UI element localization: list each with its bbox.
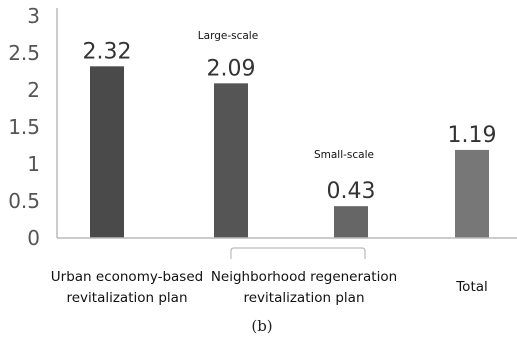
category-label-neighborhood-line1: Neighborhood regeneration [211,269,397,285]
bar [90,66,124,238]
y-tick-label: 3 [27,4,40,28]
bar-value-label: 0.43 [327,179,376,204]
category-label-total: Total [455,279,488,295]
figure-caption: (b) [251,317,272,335]
y-axis-ticks: 0 0.5 1 1.5 2 2.5 3 [8,4,40,250]
bar-value-label: 2.32 [83,39,132,64]
category-label-neighborhood-line2: revitalization plan [243,290,364,306]
bar [455,149,489,238]
y-tick-label: 1 [27,152,40,176]
y-tick-label: 1.5 [8,115,40,139]
bar-value-label: 1.19 [448,123,497,148]
bars [90,66,489,238]
y-tick-label: 2 [27,78,40,102]
bar-value-label: 2.09 [207,56,256,81]
y-tick-label: 0 [27,226,40,250]
annotation-large-scale: Large-scale [198,30,258,42]
category-label-urban-line1: Urban economy-based [51,269,203,285]
y-tick-label: 0.5 [8,189,40,213]
bar [214,83,248,238]
y-tick-label: 2.5 [8,41,40,65]
bar [334,206,368,238]
annotation-small-scale: Small-scale [314,149,374,161]
data-labels: 2.32 2.09 0.43 1.19 [83,39,497,204]
group-bracket [230,247,366,259]
category-label-urban-line2: revitalization plan [66,290,187,306]
